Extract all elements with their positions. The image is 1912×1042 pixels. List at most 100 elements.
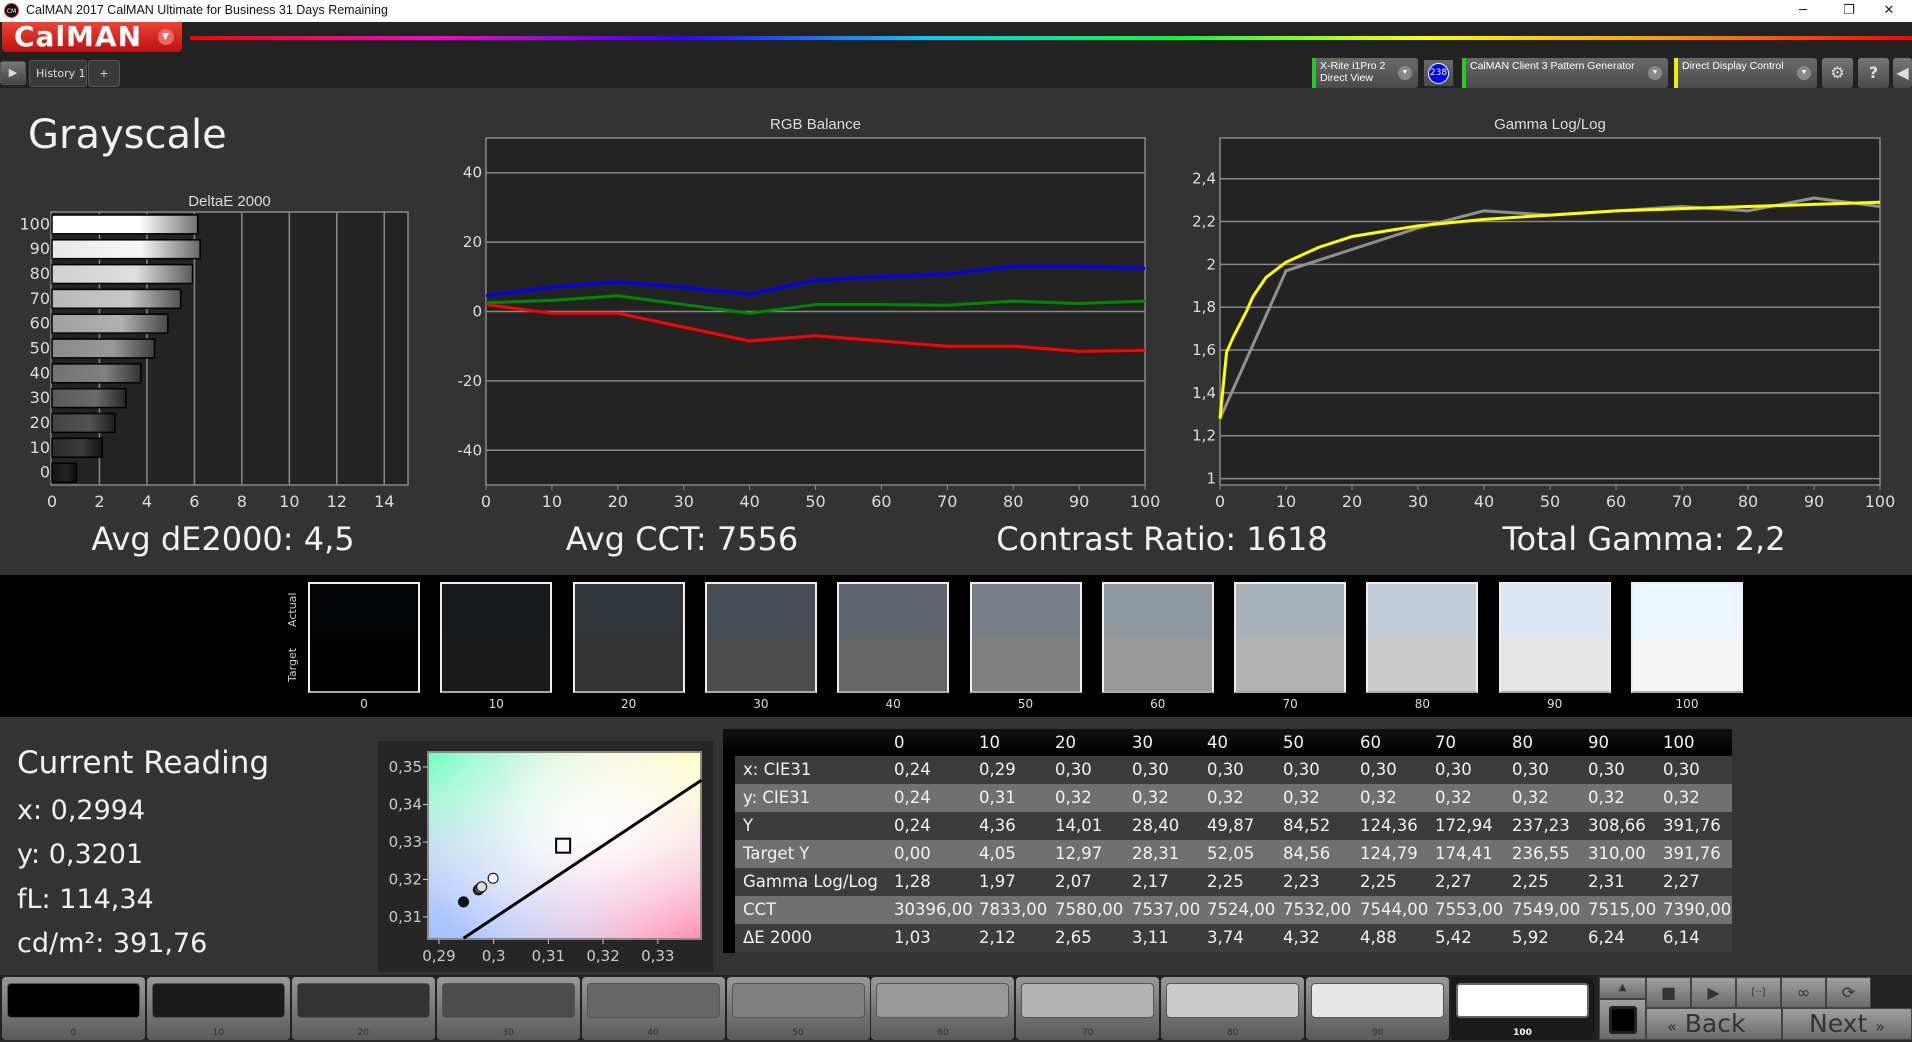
patch-target	[1368, 637, 1477, 691]
settings-gear-icon[interactable]: ⚙	[1822, 58, 1853, 88]
swatch-70[interactable]: 70	[1016, 977, 1160, 1040]
source-selector[interactable]: CalMAN Client 3 Pattern Generator ▼	[1462, 58, 1668, 88]
swatch-0[interactable]: 0	[2, 977, 145, 1040]
swatch-50[interactable]: 50	[726, 977, 870, 1040]
swatch-90[interactable]: 90	[1306, 977, 1450, 1040]
swatch-10[interactable]: 10	[146, 977, 290, 1040]
patch-label: 70	[1282, 697, 1298, 711]
y-tick-label: 70	[30, 289, 50, 308]
table-row: Target Y 0,00 4,05 12,97 28,31 52,05 84,56 124,…	[735, 840, 1732, 868]
swatch-color	[876, 983, 1010, 1018]
swatch-80[interactable]: 80	[1161, 977, 1305, 1040]
close-button[interactable]: ✕	[1883, 3, 1895, 18]
table-cell: 7553,00	[1435, 900, 1504, 919]
next-button[interactable]: Next »	[1782, 1008, 1912, 1040]
bracket-button[interactable]: [··]	[1736, 977, 1781, 1008]
table-cell: 237,23	[1512, 816, 1570, 835]
restore-button[interactable]: ❐	[1843, 3, 1855, 18]
deltae-bar	[51, 214, 199, 235]
tab-row: ▶ History 1 + X-Rite i1Pro 2 Direct View ▼…	[0, 58, 1912, 88]
stop-pattern-button[interactable]	[1599, 999, 1646, 1040]
contrast-ratio-stat: Contrast Ratio: 1618	[996, 520, 1328, 558]
table-cell: 1,03	[894, 928, 931, 947]
table-cell: 0,30	[1512, 760, 1549, 779]
patch-actual	[574, 584, 683, 638]
patch-label: 60	[1150, 697, 1166, 711]
plot-area	[1219, 137, 1881, 486]
reading-x: x: 0,2994	[17, 795, 146, 826]
x-tick-label: 4	[142, 492, 152, 511]
refresh-button[interactable]: ⟳	[1826, 977, 1871, 1008]
x-tick-label: 0	[481, 492, 491, 511]
y-tick-label: 90	[30, 239, 50, 258]
expand-play-button[interactable]: ▶	[0, 61, 26, 85]
patch-100	[1631, 582, 1743, 693]
table-cell: 2,25	[1512, 872, 1549, 891]
column-header: 40	[1207, 733, 1228, 752]
y-tick-label: 100	[19, 214, 50, 233]
patch-actual	[1500, 584, 1609, 638]
record-indicator	[1871, 977, 1912, 1008]
patch-actual	[1236, 584, 1345, 638]
patch-target	[839, 637, 948, 691]
loop-button[interactable]: ∞	[1781, 977, 1826, 1008]
table-cell: 0,30	[1283, 760, 1320, 779]
swatch-60[interactable]: 60	[871, 977, 1015, 1040]
swatch-20[interactable]: 20	[291, 977, 435, 1040]
chevron-down-icon: ▼	[158, 29, 174, 45]
table-cell: 2,25	[1207, 872, 1244, 891]
swatch-30[interactable]: 30	[436, 977, 580, 1040]
collapse-icon[interactable]: ◀	[1893, 58, 1912, 88]
table-cell: 308,66	[1588, 816, 1646, 835]
tab-history-1[interactable]: History 1	[29, 60, 87, 87]
play-button[interactable]: ▶	[1691, 977, 1736, 1008]
y-tick-label: 0,33	[389, 833, 422, 851]
swatch-100[interactable]: 100	[1451, 977, 1594, 1040]
table-row: y: CIE31 0,24 0,31 0,32 0,32 0,32 0,32 0,32 0,32…	[735, 784, 1732, 812]
app-bar	[0, 22, 1912, 59]
add-tab-button[interactable]: +	[88, 60, 120, 87]
x-tick-label: 60	[871, 492, 891, 511]
series-line-2	[485, 264, 1146, 298]
table-row: ΔE 2000 1,03 2,12 2,65 3,11 3,74 4,32 4,88 5,42 5…	[735, 924, 1732, 952]
reading-y: y: 0,3201	[17, 839, 144, 870]
calman-menu-button[interactable]: CalMAN ▼	[2, 22, 182, 52]
chart-title: Gamma Log/Log	[1494, 116, 1606, 133]
table-cell: 4,36	[979, 816, 1016, 835]
patch-30	[704, 582, 817, 693]
y-tick-label: 0,32	[389, 870, 422, 888]
table-header: 0 10 20 30 40 50 60 70 80 90 100	[723, 729, 1732, 756]
help-icon[interactable]: ?	[1858, 58, 1889, 88]
x-tick-label: 40	[1474, 492, 1494, 511]
x-tick-label: 10	[279, 492, 299, 511]
table-cell: 7544,00	[1360, 900, 1429, 919]
target-whitepoint	[555, 837, 572, 854]
back-button[interactable]: « Back	[1646, 1008, 1782, 1040]
meter-badge[interactable]: 238	[1428, 63, 1449, 84]
y-tick-label: 1,4	[1192, 384, 1216, 402]
patch-target	[1236, 637, 1345, 691]
table-cell: 3,11	[1132, 928, 1169, 947]
swatch-40[interactable]: 40	[581, 977, 725, 1040]
x-tick-label: 50	[1540, 492, 1560, 511]
minimize-button[interactable]: ─	[1799, 3, 1807, 18]
table-cell: 2,25	[1360, 872, 1397, 891]
x-tick-label: 40	[739, 492, 759, 511]
table-cell: 7537,00	[1132, 900, 1201, 919]
back-label: Back	[1684, 1009, 1746, 1038]
display-selector[interactable]: Direct Display Control ▼	[1674, 58, 1817, 88]
table-cell: 124,79	[1360, 844, 1418, 863]
avg-cct-stat: Avg CCT: 7556	[565, 520, 799, 558]
table-cell: 174,41	[1435, 844, 1493, 863]
row-label: Y	[743, 816, 754, 835]
up-button[interactable]: ▲	[1599, 977, 1646, 999]
reading-cdm2: cd/m²: 391,76	[17, 928, 208, 959]
stop-button[interactable]: ■	[1646, 977, 1691, 1008]
swatch-color	[1166, 983, 1300, 1018]
x-tick-label: 12	[327, 492, 347, 511]
x-tick-label: 20	[608, 492, 628, 511]
meter-selector[interactable]: X-Rite i1Pro 2 Direct View ▼	[1312, 58, 1418, 88]
x-tick-label: 90	[1069, 492, 1089, 511]
table-cell: 0,30	[1360, 760, 1397, 779]
